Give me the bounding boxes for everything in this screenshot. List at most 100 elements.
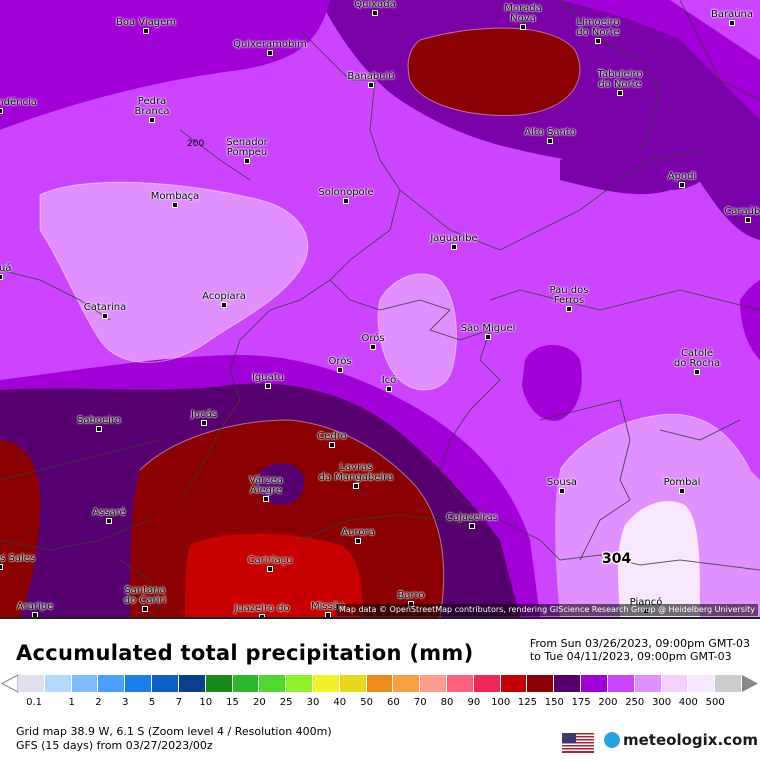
contour-label-200: 200 <box>187 139 204 149</box>
city-marker <box>267 566 273 572</box>
legend-swatch <box>607 675 635 692</box>
city-marker <box>343 198 349 204</box>
city-label: Tabuleiro do Norte <box>597 69 643 90</box>
legend-swatch <box>473 675 501 692</box>
legend-tick-label: 1 <box>68 697 75 708</box>
time-period: From Sun 03/26/2023, 09:00pm GMT-03 to T… <box>530 637 750 663</box>
city-label: Missão <box>310 601 346 612</box>
period-to: to Tue 04/11/2023, 09:00pm GMT-03 <box>529 650 732 663</box>
city-marker <box>102 313 108 319</box>
legend-tick-label: 70 <box>413 697 427 708</box>
grid-info: Grid map 38.9 W, 6.1 S (Zoom level 4 / R… <box>16 725 332 753</box>
city-label: Alto Santo <box>524 127 576 138</box>
meteologix-logo-icon <box>604 732 620 748</box>
precipitation-map[interactable]: 200 304 Quixadá Morada Nova Limoeiro do Nort… <box>0 0 760 617</box>
city-label: Quixeramobim <box>233 39 307 50</box>
zone-250-top-right <box>670 0 760 60</box>
city-label: Iguatu <box>251 372 285 383</box>
legend-tick-label: 300 <box>652 697 672 708</box>
brand-name: meteologix.com <box>623 731 758 749</box>
city-marker <box>451 244 457 250</box>
zone-125-south <box>185 533 362 617</box>
city-label: Orós <box>328 356 352 367</box>
city-marker <box>485 334 491 340</box>
legend-swatch <box>178 675 206 692</box>
map-attribution[interactable]: Map data © OpenStreetMap contributors, r… <box>336 604 758 616</box>
city-marker <box>149 117 155 123</box>
city-label: Baraúna <box>710 9 754 20</box>
city-label: Campos Sales <box>0 553 36 564</box>
city-label: Caraúbas <box>724 206 760 217</box>
city-label: Santana do Cariri <box>123 585 167 606</box>
legend-panel: Accumulated total precipitation (mm) Fro… <box>0 617 760 762</box>
city-label: Solonópole <box>318 187 374 198</box>
city-marker <box>142 606 148 612</box>
legend-tick-label: 15 <box>226 697 239 708</box>
legend-tick-label: 80 <box>440 697 454 708</box>
legend-tick-label: 40 <box>333 697 347 708</box>
city-marker <box>337 367 343 373</box>
zone-150-west <box>0 440 40 617</box>
legend-swatch <box>18 675 45 692</box>
city-marker <box>469 523 475 529</box>
city-marker <box>263 496 269 502</box>
contour-label-304: 304 <box>602 551 631 567</box>
legend-swatch <box>661 675 689 692</box>
city-marker <box>259 614 265 617</box>
city-marker <box>325 612 331 617</box>
city-marker <box>566 306 572 312</box>
city-label: Icó <box>381 375 397 386</box>
zone-200-northwest <box>0 0 330 130</box>
us-flag-icon[interactable] <box>562 733 594 753</box>
city-label: Cajazeiras <box>446 512 498 523</box>
city-marker <box>201 420 207 426</box>
legend-tick-label: 500 <box>705 697 725 708</box>
city-marker <box>265 383 271 389</box>
city-marker <box>679 182 685 188</box>
city-label: Orós <box>361 333 385 344</box>
legend-tick-label: 250 <box>625 697 645 708</box>
city-marker <box>32 612 38 617</box>
city-marker <box>0 564 3 570</box>
color-scale-legend: 0.1 1 2 3 5 7 10 15 20 25 30 40 50 60 70 80 90 100 125 150 1… <box>0 671 760 711</box>
legend-swatch <box>527 675 555 692</box>
city-marker <box>559 488 565 494</box>
legend-swatch <box>581 675 608 692</box>
legend-swatch <box>71 675 99 692</box>
city-label: Pedra Branca <box>134 96 170 117</box>
legend-tick-label: 30 <box>306 697 320 708</box>
city-marker <box>221 302 227 308</box>
city-marker <box>355 538 361 544</box>
legend-swatch <box>393 675 421 692</box>
city-label: Pau dos Ferros <box>549 285 589 306</box>
city-label: Acopiara <box>202 291 246 302</box>
legend-tick-label: 100 <box>491 697 511 708</box>
city-marker <box>244 158 250 164</box>
city-marker <box>547 138 553 144</box>
legend-tick-label: 25 <box>279 697 293 708</box>
grid-info-line2: GFS (15 days) from 03/27/2023/00z <box>16 739 213 752</box>
legend-swatch <box>420 675 448 692</box>
brand-logo[interactable]: meteologix.com <box>604 731 758 749</box>
zone-400-pombal <box>617 501 700 617</box>
zone-200-east-blob <box>522 345 582 421</box>
city-marker <box>370 344 376 350</box>
zone-200-east-edge <box>740 280 760 360</box>
legend-swatch <box>339 675 367 692</box>
city-marker <box>745 217 751 223</box>
city-marker <box>679 488 685 494</box>
legend-swatch <box>447 675 474 692</box>
city-label: Catolé do Rocha <box>673 348 721 369</box>
city-label: Cedro <box>317 431 347 442</box>
grid-info-line1: Grid map 38.9 W, 6.1 S (Zoom level 4 / R… <box>16 725 332 738</box>
legend-tick-label: 200 <box>598 697 618 708</box>
legend-swatch <box>366 675 394 692</box>
legend-swatch <box>688 675 716 692</box>
city-marker <box>267 50 273 56</box>
legend-tick-label: 10 <box>199 697 213 708</box>
legend-tick-label: 400 <box>678 697 698 708</box>
city-marker <box>595 38 601 44</box>
legend-swatch <box>634 675 662 692</box>
legend-tick-label: 60 <box>387 697 400 708</box>
city-label: Sousa <box>546 477 578 488</box>
